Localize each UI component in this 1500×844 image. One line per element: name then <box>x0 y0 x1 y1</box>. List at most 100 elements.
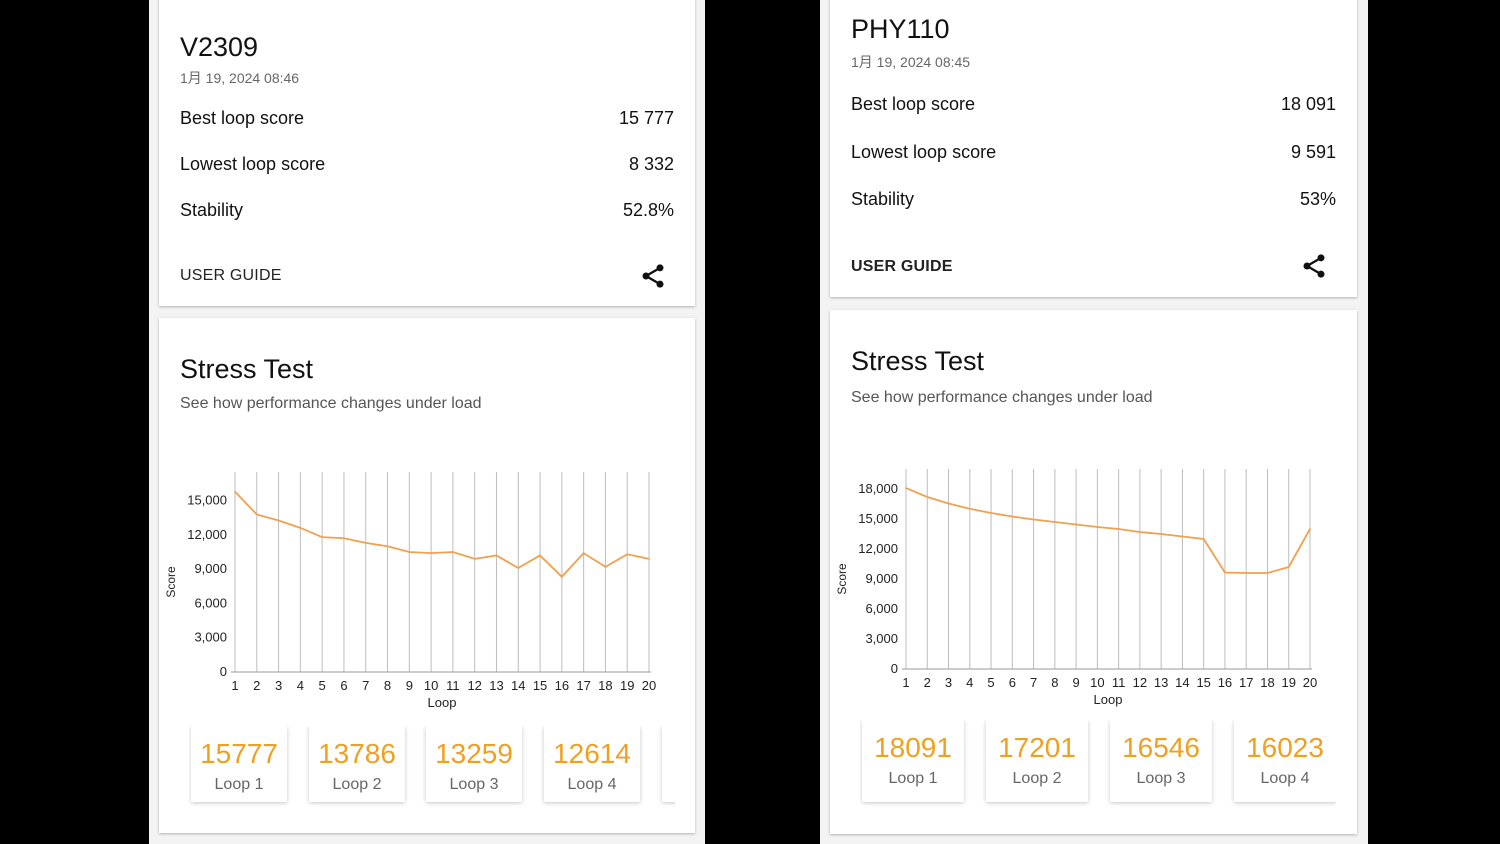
stress-test-card: Stress Test See how performance changes … <box>830 310 1357 834</box>
data-point <box>1160 533 1163 535</box>
data-point <box>1075 523 1078 526</box>
x-tick-label: 15 <box>533 678 547 693</box>
data-point <box>473 557 476 560</box>
data-point <box>517 567 520 569</box>
series-line <box>905 487 1311 574</box>
stress-test-card: Stress Test See how performance changes … <box>159 318 695 833</box>
x-tick-label: 15 <box>1196 675 1210 690</box>
stability-label: Stability <box>851 189 915 209</box>
loop-tile[interactable]: 13259 Loop 3 <box>426 726 522 802</box>
data-point <box>990 512 992 514</box>
data-point <box>1309 528 1311 530</box>
y-tick-label: 9,000 <box>865 571 898 586</box>
loop-score: 13259 <box>435 738 513 769</box>
loop-tile[interactable]: 16546 Loop 3 <box>1110 720 1212 802</box>
x-tick-label: 8 <box>1051 675 1058 690</box>
best-loop-value: 18 091 <box>1280 94 1336 114</box>
data-point <box>386 545 389 548</box>
best-loop-label: Best loop score <box>180 108 305 128</box>
data-point <box>1245 572 1248 574</box>
y-tick-label: 12,000 <box>187 527 227 542</box>
x-tick-label: 14 <box>511 678 525 693</box>
x-tick-label: 16 <box>1218 675 1232 690</box>
y-tick-label: 6,000 <box>865 601 898 616</box>
x-tick-label: 2 <box>924 675 931 690</box>
share-icon[interactable] <box>639 262 667 290</box>
x-tick-label: 17 <box>576 678 590 693</box>
x-tick-label: 19 <box>1282 675 1296 690</box>
data-point <box>234 490 236 493</box>
x-tick-label: 17 <box>1239 675 1253 690</box>
data-point <box>1053 521 1056 523</box>
y-tick-label: 15,000 <box>858 511 898 526</box>
data-point <box>905 487 907 489</box>
loop-label: Loop 1 <box>214 776 264 793</box>
stress-test-subtitle: See how performance changes under load <box>180 395 482 412</box>
data-point <box>495 554 498 557</box>
x-tick-label: 14 <box>1175 675 1189 690</box>
lowest-loop-label: Lowest loop score <box>851 142 997 162</box>
best-loop-label: Best loop score <box>851 94 976 114</box>
y-tick-label: 18,000 <box>858 481 898 496</box>
loop-score: 16546 <box>1122 732 1200 763</box>
x-tick-label: 18 <box>598 678 612 693</box>
loop-score: 16023 <box>1246 732 1324 763</box>
share-icon[interactable] <box>1300 252 1328 280</box>
result-date: 1月 19, 2024 08:45 <box>851 54 971 70</box>
y-tick-label: 0 <box>891 661 898 676</box>
x-tick-label: 19 <box>620 678 634 693</box>
loop-tile[interactable]: 13786 Loop 2 <box>309 726 405 802</box>
y-tick-label: 0 <box>220 664 227 679</box>
lowest-loop-label: Lowest loop score <box>180 154 326 174</box>
user-guide-link[interactable]: USER GUIDE <box>180 267 282 284</box>
stress-test-title: Stress Test <box>851 346 985 376</box>
data-point <box>926 496 929 498</box>
left-screen: V2309 1月 19, 2024 08:46 Best loop score … <box>149 0 705 844</box>
data-point <box>451 551 454 553</box>
x-axis-label: Loop <box>428 695 457 710</box>
loop-tile[interactable]: 16023 Loop 4 <box>1234 720 1336 802</box>
x-tick-label: 11 <box>1112 675 1126 690</box>
loop-tile[interactable]: 15777 Loop 1 <box>191 726 287 802</box>
x-tick-label: 11 <box>446 678 460 693</box>
loop-label: Loop 3 <box>1136 770 1186 787</box>
x-tick-label: 9 <box>406 678 413 693</box>
loop-score: 17201 <box>998 732 1076 763</box>
loop-label: Loop 1 <box>888 770 938 787</box>
data-point <box>947 502 950 505</box>
data-point <box>648 557 650 560</box>
x-tick-label: 5 <box>319 678 326 693</box>
data-point <box>343 537 345 540</box>
y-tick-label: 3,000 <box>865 631 898 646</box>
loop-score-list[interactable]: 15777 Loop 1 13786 Loop 2 13259 Loop 3 1… <box>189 726 675 816</box>
loop-label: Loop 4 <box>1260 770 1310 787</box>
loop-score-list[interactable]: 18091 Loop 1 17201 Loop 2 16546 Loop 3 1… <box>860 720 1336 810</box>
user-guide-link[interactable]: USER GUIDE <box>851 258 953 275</box>
data-point <box>1032 518 1035 521</box>
loop-tile[interactable]: 18091 Loop 1 <box>862 720 964 802</box>
data-point <box>1224 571 1226 574</box>
loop-tile[interactable]: 12614 Loop 4 <box>544 726 640 802</box>
y-tick-label: 3,000 <box>194 630 227 645</box>
x-tick-label: 1 <box>902 675 909 690</box>
lowest-loop-value: 9 591 <box>1290 142 1336 162</box>
right-screen: PHY110 1月 19, 2024 08:45 Best loop score… <box>820 0 1368 844</box>
data-point <box>364 541 367 544</box>
stress-test-subtitle: See how performance changes under load <box>851 389 1153 406</box>
y-tick-label: 12,000 <box>858 541 898 556</box>
data-point <box>408 551 411 553</box>
loop-label: Loop 2 <box>1012 770 1062 787</box>
x-tick-label: 8 <box>384 678 391 693</box>
loop-tile-partial[interactable] <box>662 726 675 802</box>
data-point <box>299 526 302 529</box>
loop-tile[interactable]: 17201 Loop 2 <box>986 720 1088 802</box>
stability-label: Stability <box>180 200 244 220</box>
x-tick-label: 6 <box>1009 675 1016 690</box>
loop-label: Loop 3 <box>449 776 499 793</box>
x-tick-label: 4 <box>297 678 304 693</box>
data-point <box>1266 572 1269 574</box>
y-axis-label: Score <box>835 563 849 595</box>
x-tick-label: 5 <box>987 675 994 690</box>
data-point <box>1117 528 1120 530</box>
